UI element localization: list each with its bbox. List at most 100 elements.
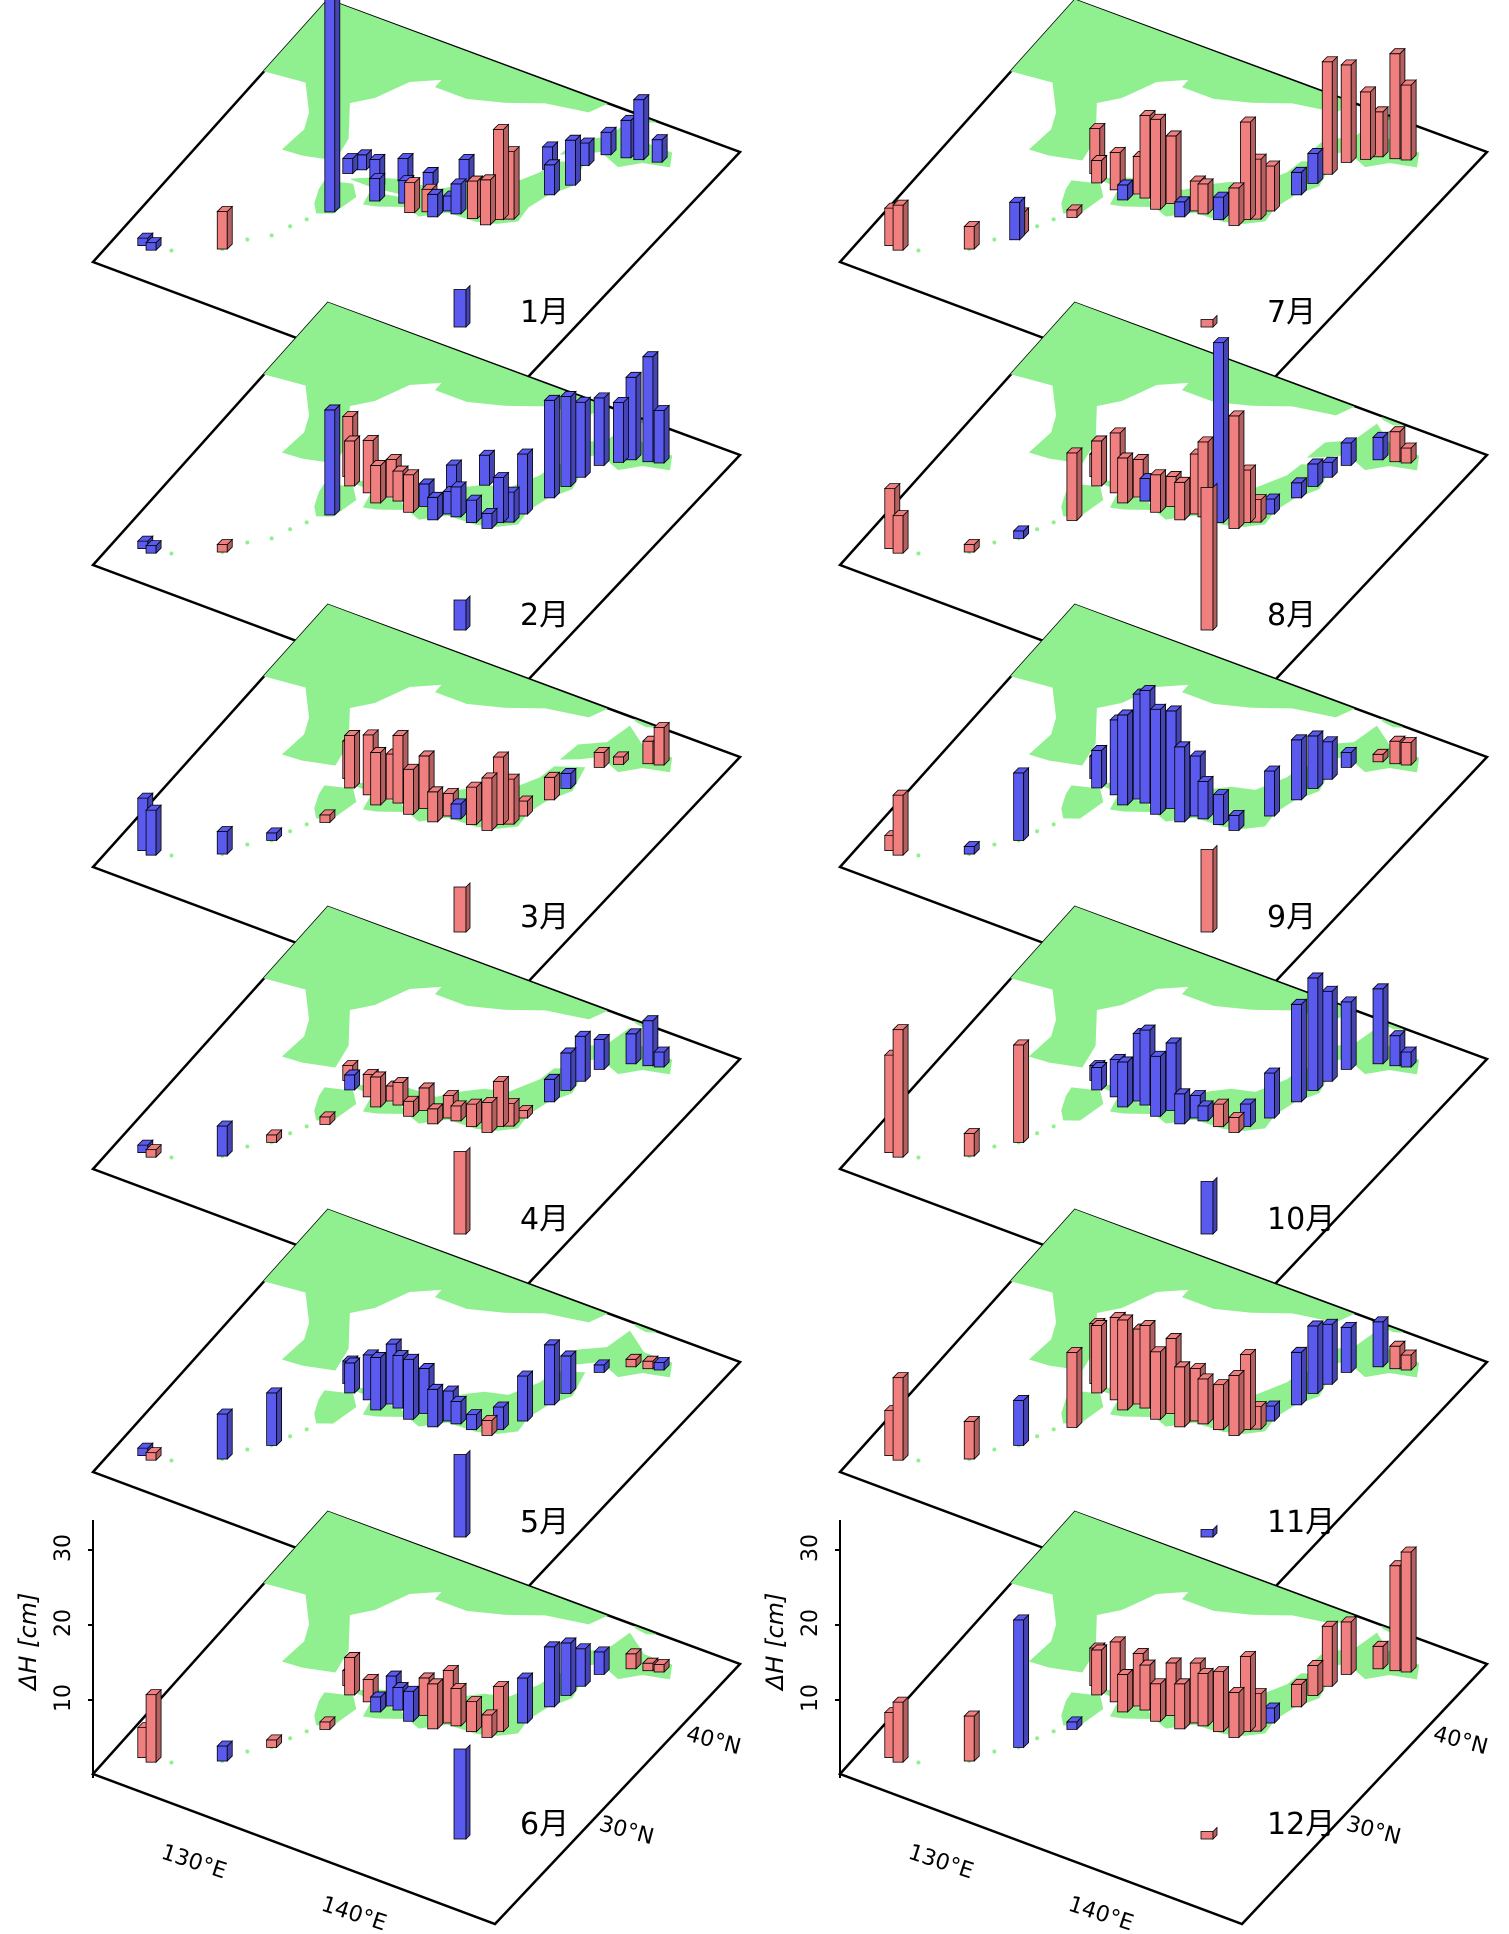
- z-tick-20-right: 20: [798, 1609, 823, 1637]
- bar: [450, 177, 467, 215]
- bar: [653, 1356, 671, 1371]
- bar: [1109, 146, 1127, 191]
- panel-1: 1月: [90, 0, 743, 414]
- bar: [1116, 1668, 1134, 1713]
- bar: [543, 771, 561, 801]
- land-polygon: [314, 1390, 357, 1424]
- bar: [318, 1715, 336, 1731]
- lat-tick-30-right: 30°N: [1343, 1812, 1403, 1851]
- bar: [318, 1110, 336, 1126]
- bar: [1290, 166, 1308, 196]
- bar: [1212, 1665, 1230, 1733]
- bar: [578, 137, 596, 167]
- bar: [1212, 336, 1230, 524]
- bar: [478, 449, 496, 487]
- bar: [516, 1672, 534, 1724]
- island-dot: [304, 520, 309, 525]
- land-polygon: [434, 51, 608, 113]
- bar: [1149, 113, 1167, 211]
- island-dot: [169, 1155, 174, 1160]
- bar: [1239, 1098, 1257, 1128]
- island-dot: [304, 822, 309, 827]
- bar: [1227, 1111, 1245, 1134]
- bar: [318, 808, 336, 824]
- z-tick-20-left: 20: [51, 1609, 76, 1637]
- bar: [1400, 442, 1418, 464]
- bar: [479, 173, 497, 226]
- bar: [355, 148, 373, 171]
- bar: [1173, 1360, 1191, 1428]
- bar: [465, 494, 483, 524]
- island-dot: [916, 551, 921, 556]
- panel-2: 2月: [90, 301, 743, 717]
- island-dot: [269, 233, 274, 238]
- bar: [516, 448, 534, 515]
- bar: [1116, 451, 1134, 504]
- bar: [892, 1696, 910, 1764]
- bar: [343, 1068, 361, 1091]
- island-dot: [288, 1434, 293, 1439]
- bar: [1359, 85, 1377, 161]
- island-dot: [245, 1749, 250, 1754]
- bar: [1263, 1702, 1281, 1724]
- bar: [465, 781, 483, 826]
- bar: [593, 1358, 611, 1374]
- island-dot: [304, 1729, 309, 1734]
- land-polygon: [1380, 718, 1403, 728]
- island-dot: [1051, 1427, 1056, 1432]
- bar: [343, 1651, 361, 1696]
- bar: [450, 797, 467, 820]
- bar: [653, 404, 671, 464]
- panel-3: 3月: [90, 603, 743, 1019]
- island-dot: [169, 551, 174, 556]
- bar: [1306, 457, 1324, 488]
- bar: [145, 804, 163, 857]
- land-polygon: [633, 718, 656, 728]
- bar: [1197, 1372, 1214, 1425]
- panels-group: 1月 2月 3月 4月 5月 6月 7月 8月 9月 10月 11月 12月: [90, 0, 1490, 1926]
- bar: [492, 751, 510, 826]
- bar: [1149, 1050, 1167, 1118]
- bar: [632, 93, 650, 161]
- island-dot: [916, 1760, 921, 1765]
- bar: [1212, 191, 1230, 221]
- bar: [1340, 1321, 1358, 1374]
- bar: [653, 1046, 671, 1068]
- bar: [1290, 998, 1308, 1103]
- bar: [1197, 1099, 1214, 1122]
- bar: [516, 1370, 534, 1422]
- bar: [1306, 147, 1324, 185]
- island-dot: [245, 842, 250, 847]
- bar: [465, 1098, 483, 1128]
- month-label: 3月: [520, 900, 569, 935]
- lat-tick-40-right: 40°N: [1430, 1722, 1490, 1761]
- bar: [265, 1733, 283, 1749]
- bar: [1090, 1061, 1108, 1091]
- month-label: 8月: [1267, 598, 1316, 633]
- bar: [1227, 409, 1245, 530]
- legend-bar: [453, 882, 471, 933]
- bar: [559, 1046, 577, 1092]
- bar: [1250, 493, 1268, 524]
- lon-tick-140-right: 140°E: [1065, 1892, 1136, 1934]
- bar: [1340, 436, 1358, 467]
- z-tick-30-left: 30: [51, 1534, 76, 1562]
- land-polygon: [263, 604, 469, 766]
- bar: [1212, 788, 1230, 826]
- land-polygon: [1061, 1087, 1104, 1121]
- month-label: 6月: [520, 1807, 569, 1842]
- bar: [1263, 160, 1281, 212]
- bar: [369, 1351, 387, 1411]
- bar: [426, 785, 444, 823]
- bar: [1212, 1378, 1230, 1431]
- bar: [216, 1740, 234, 1763]
- bar: [1263, 1067, 1281, 1119]
- bar: [559, 767, 577, 790]
- bar: [369, 746, 387, 806]
- panel-4: 4月: [90, 905, 743, 1321]
- bar: [343, 1356, 361, 1394]
- bar: [1116, 1055, 1134, 1108]
- bar: [1197, 177, 1214, 215]
- bar: [625, 371, 643, 461]
- bar: [1149, 703, 1167, 816]
